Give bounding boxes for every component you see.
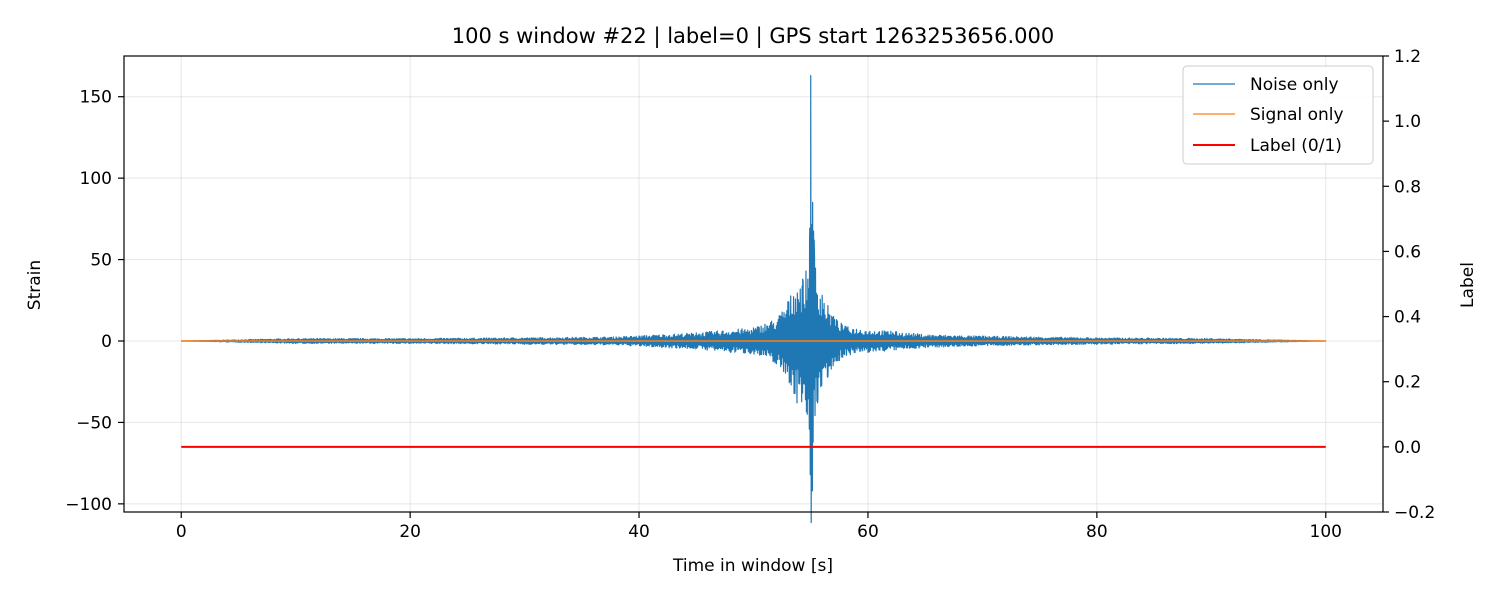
y2-tick-label: 0.2 xyxy=(1394,373,1421,393)
y2-tick-label: 0.6 xyxy=(1394,242,1421,262)
y-tick-label: −50 xyxy=(76,413,112,433)
y2-tick-label: 0.4 xyxy=(1394,308,1421,328)
x-tick-label: 100 xyxy=(1310,522,1342,542)
chart-title: 100 s window #22 | label=0 | GPS start 1… xyxy=(452,24,1055,49)
y2-tick-label: −0.2 xyxy=(1394,503,1435,523)
x-tick-label: 60 xyxy=(857,522,879,542)
legend-label-signal: Signal only xyxy=(1250,105,1344,125)
x-axis-label: Time in window [s] xyxy=(672,556,833,576)
legend-item-signal: Signal only xyxy=(1193,105,1344,125)
y2-tick-label: 1.2 xyxy=(1394,47,1421,67)
legend-frame xyxy=(1182,65,1374,165)
series-layer xyxy=(181,74,1326,524)
legend: Noise only Signal only Label (0/1) xyxy=(1182,65,1374,165)
y-tick-label: −100 xyxy=(65,495,112,515)
plot-frame xyxy=(123,55,1384,513)
x-tick-label: 20 xyxy=(399,522,421,542)
y2-tick-label: 0.8 xyxy=(1394,177,1421,197)
x-tick-label: 0 xyxy=(176,522,187,542)
y-tick-label: 100 xyxy=(80,169,112,189)
y-tick-label: 150 xyxy=(80,88,112,108)
x-tick-label: 80 xyxy=(1086,522,1108,542)
legend-label-noise: Noise only xyxy=(1250,75,1339,95)
axes-layer: 0 20 40 60 80 100 −100 −50 0 50 100 150 −0.2 0.0 0.2 0.… xyxy=(65,47,1435,542)
y-axis-label: Strain xyxy=(25,260,45,310)
y-tick-label: 0 xyxy=(101,332,112,352)
series-noise-line xyxy=(181,74,1326,524)
legend-label-label: Label (0/1) xyxy=(1250,136,1342,156)
y2-axis-label: Label xyxy=(1458,262,1478,308)
y2-tick-label: 1.0 xyxy=(1394,112,1421,132)
legend-item-label: Label (0/1) xyxy=(1193,136,1342,156)
legend-item-noise: Noise only xyxy=(1193,75,1339,95)
x-tick-label: 40 xyxy=(628,522,650,542)
y2-tick-label: 0.0 xyxy=(1394,438,1421,458)
y-tick-label: 50 xyxy=(90,251,112,271)
